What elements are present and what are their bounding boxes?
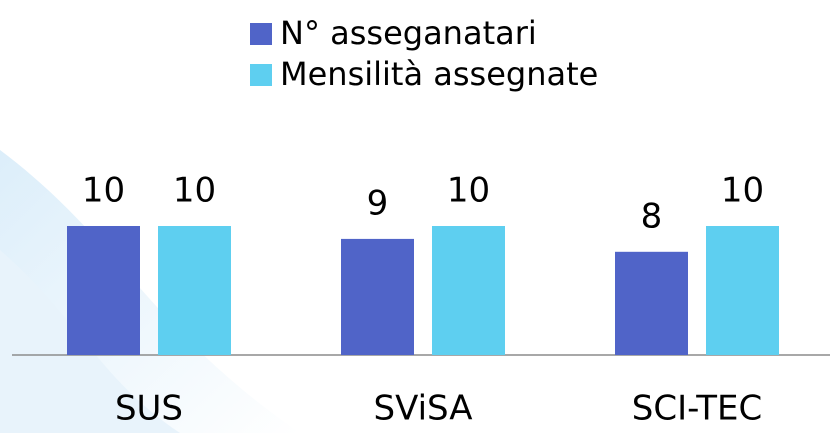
- x-tick-label: SUS: [115, 389, 183, 429]
- legend-label: N° asseganatari: [280, 14, 537, 52]
- bar: [158, 226, 231, 355]
- legend-swatch: [250, 64, 272, 86]
- data-label: 8: [641, 196, 663, 236]
- bar: [432, 226, 505, 355]
- background-swoosh: [0, 250, 180, 433]
- x-tick-label: SViSA: [373, 389, 472, 429]
- bar: [67, 226, 140, 355]
- bar: [706, 226, 779, 355]
- legend-label: Mensilità assegnate: [280, 55, 598, 93]
- bar: [615, 251, 688, 355]
- data-label: 9: [367, 183, 389, 223]
- data-label: 10: [173, 171, 216, 211]
- legend-swatch: [250, 23, 272, 45]
- bar: [341, 238, 414, 355]
- data-label: 10: [721, 171, 764, 211]
- data-label: 10: [82, 171, 125, 211]
- data-label: 10: [447, 171, 490, 211]
- x-tick-label: SCI-TEC: [632, 389, 763, 429]
